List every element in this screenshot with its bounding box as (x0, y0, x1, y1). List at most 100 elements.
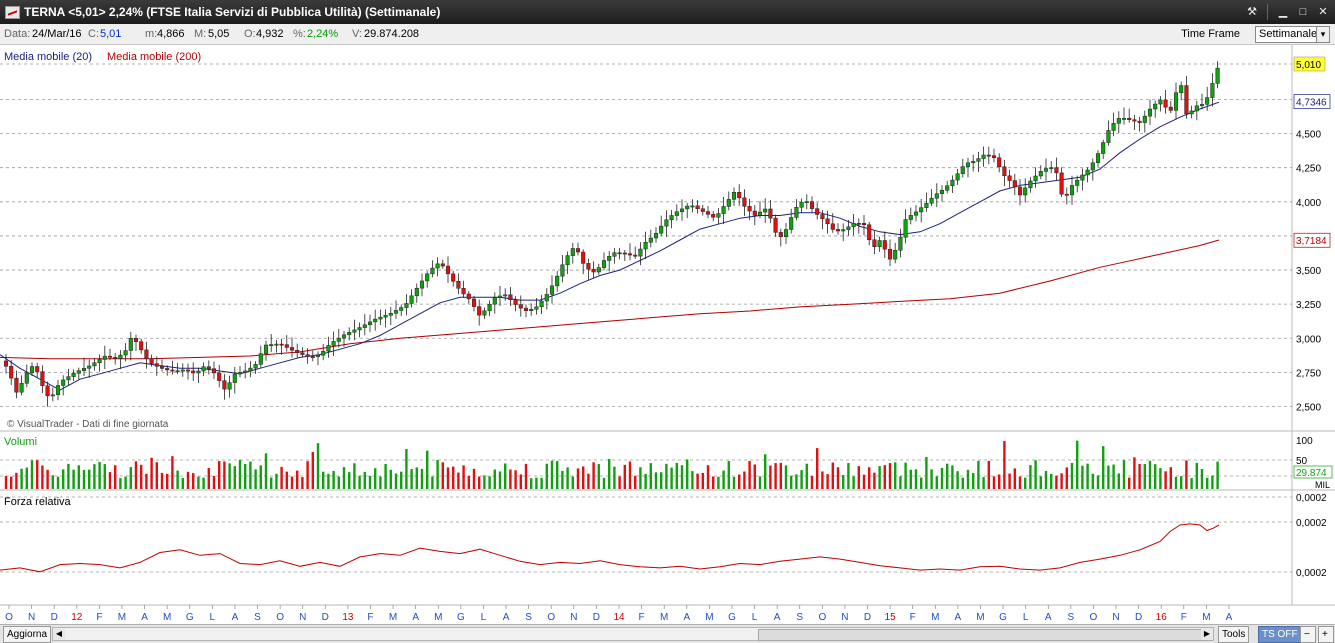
x-axis-label: 13 (342, 612, 354, 623)
x-axis-label: N (841, 612, 848, 623)
volume-bar (72, 469, 75, 489)
x-axis-label: O (818, 612, 826, 623)
dropdown-arrow-icon[interactable]: ▾ (1316, 27, 1329, 42)
candle-body (393, 310, 399, 314)
maximize-icon[interactable]: □ (1299, 6, 1307, 18)
candle-body (1095, 153, 1101, 163)
x-axis-label: A (1045, 612, 1052, 623)
tools-button[interactable]: Tools (1218, 626, 1250, 643)
volume-bar (899, 476, 902, 489)
candle-body (601, 260, 607, 268)
candle-body (404, 303, 409, 308)
close-value: 5,01 (100, 28, 122, 40)
candle-body (851, 222, 856, 228)
candle-body (950, 179, 955, 187)
volume-bar (285, 471, 288, 489)
candle-body (107, 355, 113, 358)
volume-bar (275, 473, 278, 489)
volume-bar (618, 476, 621, 489)
price-tick-label: 3,000 (1296, 334, 1321, 345)
volume-unit-label: MIL (1315, 480, 1330, 490)
candle-body (903, 219, 908, 238)
volume-bar (353, 463, 356, 489)
x-axis-label: M (931, 612, 939, 623)
candle-body (555, 275, 560, 287)
volume-bar (228, 463, 231, 489)
candle-body (747, 206, 752, 212)
volume-bar (51, 475, 54, 489)
candle-body (1210, 83, 1215, 98)
volume-bar (462, 465, 465, 489)
minimize-icon[interactable]: ▁ (1278, 6, 1288, 18)
scroll-right-icon[interactable]: ▶ (1201, 628, 1213, 640)
volume-bar (134, 461, 138, 489)
candle-body (763, 208, 768, 213)
x-axis-label: O (5, 612, 13, 623)
candle-body (809, 201, 815, 209)
update-button[interactable]: Aggiorna (3, 626, 52, 643)
zoom-in-icon[interactable]: + (1318, 626, 1334, 643)
volume-bar (368, 475, 372, 489)
candle-body (882, 240, 887, 250)
volume-bar (280, 466, 283, 489)
candle-body (861, 223, 867, 225)
scroll-thumb[interactable] (758, 629, 1212, 641)
candle-body (159, 366, 165, 369)
volume-bar (909, 469, 912, 489)
candle-body (310, 356, 315, 358)
candle-body (451, 273, 456, 282)
candle-body (669, 215, 674, 221)
price-tick-label: 3,500 (1296, 266, 1321, 277)
volume-bar (1112, 464, 1115, 489)
candle-body (123, 350, 128, 356)
close-icon[interactable]: ✕ (1318, 6, 1328, 18)
volume-last-label: 29.874 (1296, 468, 1327, 479)
volume-bar (951, 465, 954, 489)
max-label: M: (194, 28, 207, 40)
volume-bar (670, 467, 673, 489)
volume-bar (1091, 473, 1094, 489)
candle-body (1168, 106, 1173, 111)
volume-bar (904, 462, 907, 489)
x-axis-label: 14 (613, 612, 625, 623)
volume-bar (888, 463, 892, 489)
timeframe-label: Time Frame (1181, 28, 1240, 40)
volume-bar (394, 473, 398, 489)
horizontal-scrollbar[interactable]: ◀ ▶ (52, 627, 1214, 641)
candle-body (586, 263, 591, 270)
scroll-left-icon[interactable]: ◀ (53, 628, 65, 640)
candle-body (503, 294, 508, 297)
candle-body (659, 225, 664, 234)
volume-bar (1013, 468, 1016, 489)
candle-body (1085, 169, 1090, 176)
x-axis-label: O (276, 612, 284, 623)
candle-body (627, 253, 633, 256)
volume-bar (1122, 460, 1126, 489)
candle-body (1033, 175, 1038, 182)
candle-body (976, 158, 981, 162)
x-axis-label: D (51, 612, 58, 623)
volume-bar (441, 462, 444, 489)
volume-bar (46, 469, 49, 489)
x-axis-label: N (1112, 612, 1119, 623)
candle-body (29, 366, 35, 374)
ts-off-button[interactable]: TS OFF (1258, 626, 1302, 643)
chart-area[interactable]: 5,010 4,7346 4,500 4,250 4,000 3,7184 3,500 3,2… (0, 45, 1335, 624)
zoom-out-icon[interactable]: − (1300, 626, 1316, 643)
volume-bar (1138, 463, 1141, 489)
candle-body (1017, 186, 1023, 196)
candle-body (1012, 180, 1017, 188)
candle-body (981, 154, 986, 159)
tools-wrench-icon[interactable]: ⚒ (1247, 6, 1257, 18)
candle-body (971, 161, 976, 164)
timeframe-select[interactable]: Settimanale ▾ (1255, 26, 1330, 43)
volume-tick-label: 50 (1296, 456, 1308, 467)
volume-bar (1008, 473, 1011, 489)
candle-body (794, 207, 799, 218)
volume-bar (488, 476, 491, 489)
candle-body (367, 321, 373, 325)
volume-bar (1190, 478, 1193, 489)
candle-body (170, 369, 175, 372)
volume-tick-label: 100 (1296, 436, 1313, 447)
candle-body (679, 208, 685, 213)
